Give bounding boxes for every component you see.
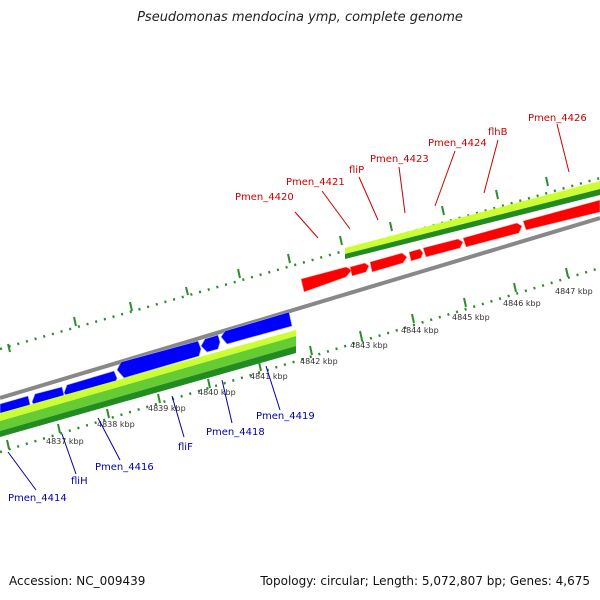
outer-tick-ring [0, 176, 600, 353]
scale-label: 4845 kbp [452, 313, 490, 322]
major-tick [495, 189, 499, 200]
major-tick [513, 282, 517, 293]
scale-label: 4842 kbp [300, 357, 338, 366]
gene-arrow-flif [116, 340, 202, 379]
gene-arrow-flip [369, 252, 408, 273]
major-tick [106, 408, 110, 419]
major-tick [545, 176, 549, 187]
gene-arrow-pmen-4420 [300, 266, 353, 293]
scale-label: 4844 kbp [401, 326, 439, 335]
forward-gene-labels: Pmen_4420 Pmen_4421 fliP Pmen_4423 Pmen_… [235, 113, 587, 239]
scale-label: 4847 kbp [555, 287, 593, 296]
genome-backbone [0, 216, 600, 400]
gene-label-pmen-4421: Pmen_4421 [286, 177, 345, 188]
major-tick [258, 361, 262, 372]
major-tick [441, 205, 445, 216]
forward-tracks [345, 181, 600, 259]
scale-label: 4840 kbp [198, 388, 236, 397]
gene-arrow-pmen-4419 [220, 311, 293, 345]
gene-label-pmen-4420: Pmen_4420 [235, 192, 294, 203]
gene-arrow-pmen-4426 [522, 199, 600, 231]
gene-label-flhb: flhB [488, 127, 508, 138]
major-tick [157, 393, 161, 404]
gene-arrow-pmen-4424 [422, 238, 464, 258]
gene-label-pmen-4424: Pmen_4424 [428, 138, 487, 149]
accession-text: Accession: NC_009439 [9, 574, 146, 588]
gene-arrow-pmen-4418 [200, 334, 221, 353]
scale-label: 4838 kbp [97, 420, 135, 429]
gene-arrow-flhb [462, 222, 523, 248]
major-tick [57, 423, 61, 434]
gene-arrow-pmen-4421 [349, 262, 370, 277]
major-tick [309, 345, 313, 356]
gene-label-pmen-4414: Pmen_4414 [8, 493, 67, 504]
gene-label-pmen-4418: Pmen_4418 [206, 427, 265, 438]
major-tick [207, 378, 211, 389]
gene-label-flip: fliP [349, 165, 364, 176]
reverse-gene-labels: Pmen_4414 fliH Pmen_4416 fliF Pmen_4418 … [7, 365, 315, 504]
major-tick [7, 343, 11, 353]
major-tick [339, 235, 343, 246]
gene-label-pmen-4416: Pmen_4416 [95, 462, 154, 473]
major-tick [359, 330, 363, 341]
gene-label-pmen-4426: Pmen_4426 [528, 113, 587, 124]
gene-label-pmen-4419: Pmen_4419 [256, 411, 315, 422]
major-tick [287, 253, 291, 264]
reverse-tracks [0, 330, 296, 437]
major-tick [389, 221, 393, 232]
topology-text: Topology: circular; Length: 5,072,807 bp… [260, 574, 590, 588]
map-title: Pseudomonas mendocina ymp, complete geno… [137, 10, 463, 25]
forward-gene-track [300, 199, 600, 293]
major-tick [411, 313, 415, 324]
major-tick [6, 439, 10, 450]
gene-label-pmen-4423: Pmen_4423 [370, 154, 429, 165]
major-tick [565, 267, 569, 278]
gene-label-flih: fliH [71, 476, 88, 487]
major-tick [73, 316, 77, 327]
scale-label: 4846 kbp [503, 299, 541, 308]
major-tick [237, 268, 241, 279]
scale-label: 4839 kbp [148, 404, 186, 413]
major-tick [129, 301, 133, 312]
inner-tick-ring [0, 266, 600, 454]
major-tick [185, 286, 189, 296]
gene-arrow-pmen-4423 [408, 248, 424, 262]
gene-label-flif: fliF [178, 442, 193, 453]
major-tick [463, 297, 467, 308]
scale-label: 4843 kbp [350, 341, 388, 350]
